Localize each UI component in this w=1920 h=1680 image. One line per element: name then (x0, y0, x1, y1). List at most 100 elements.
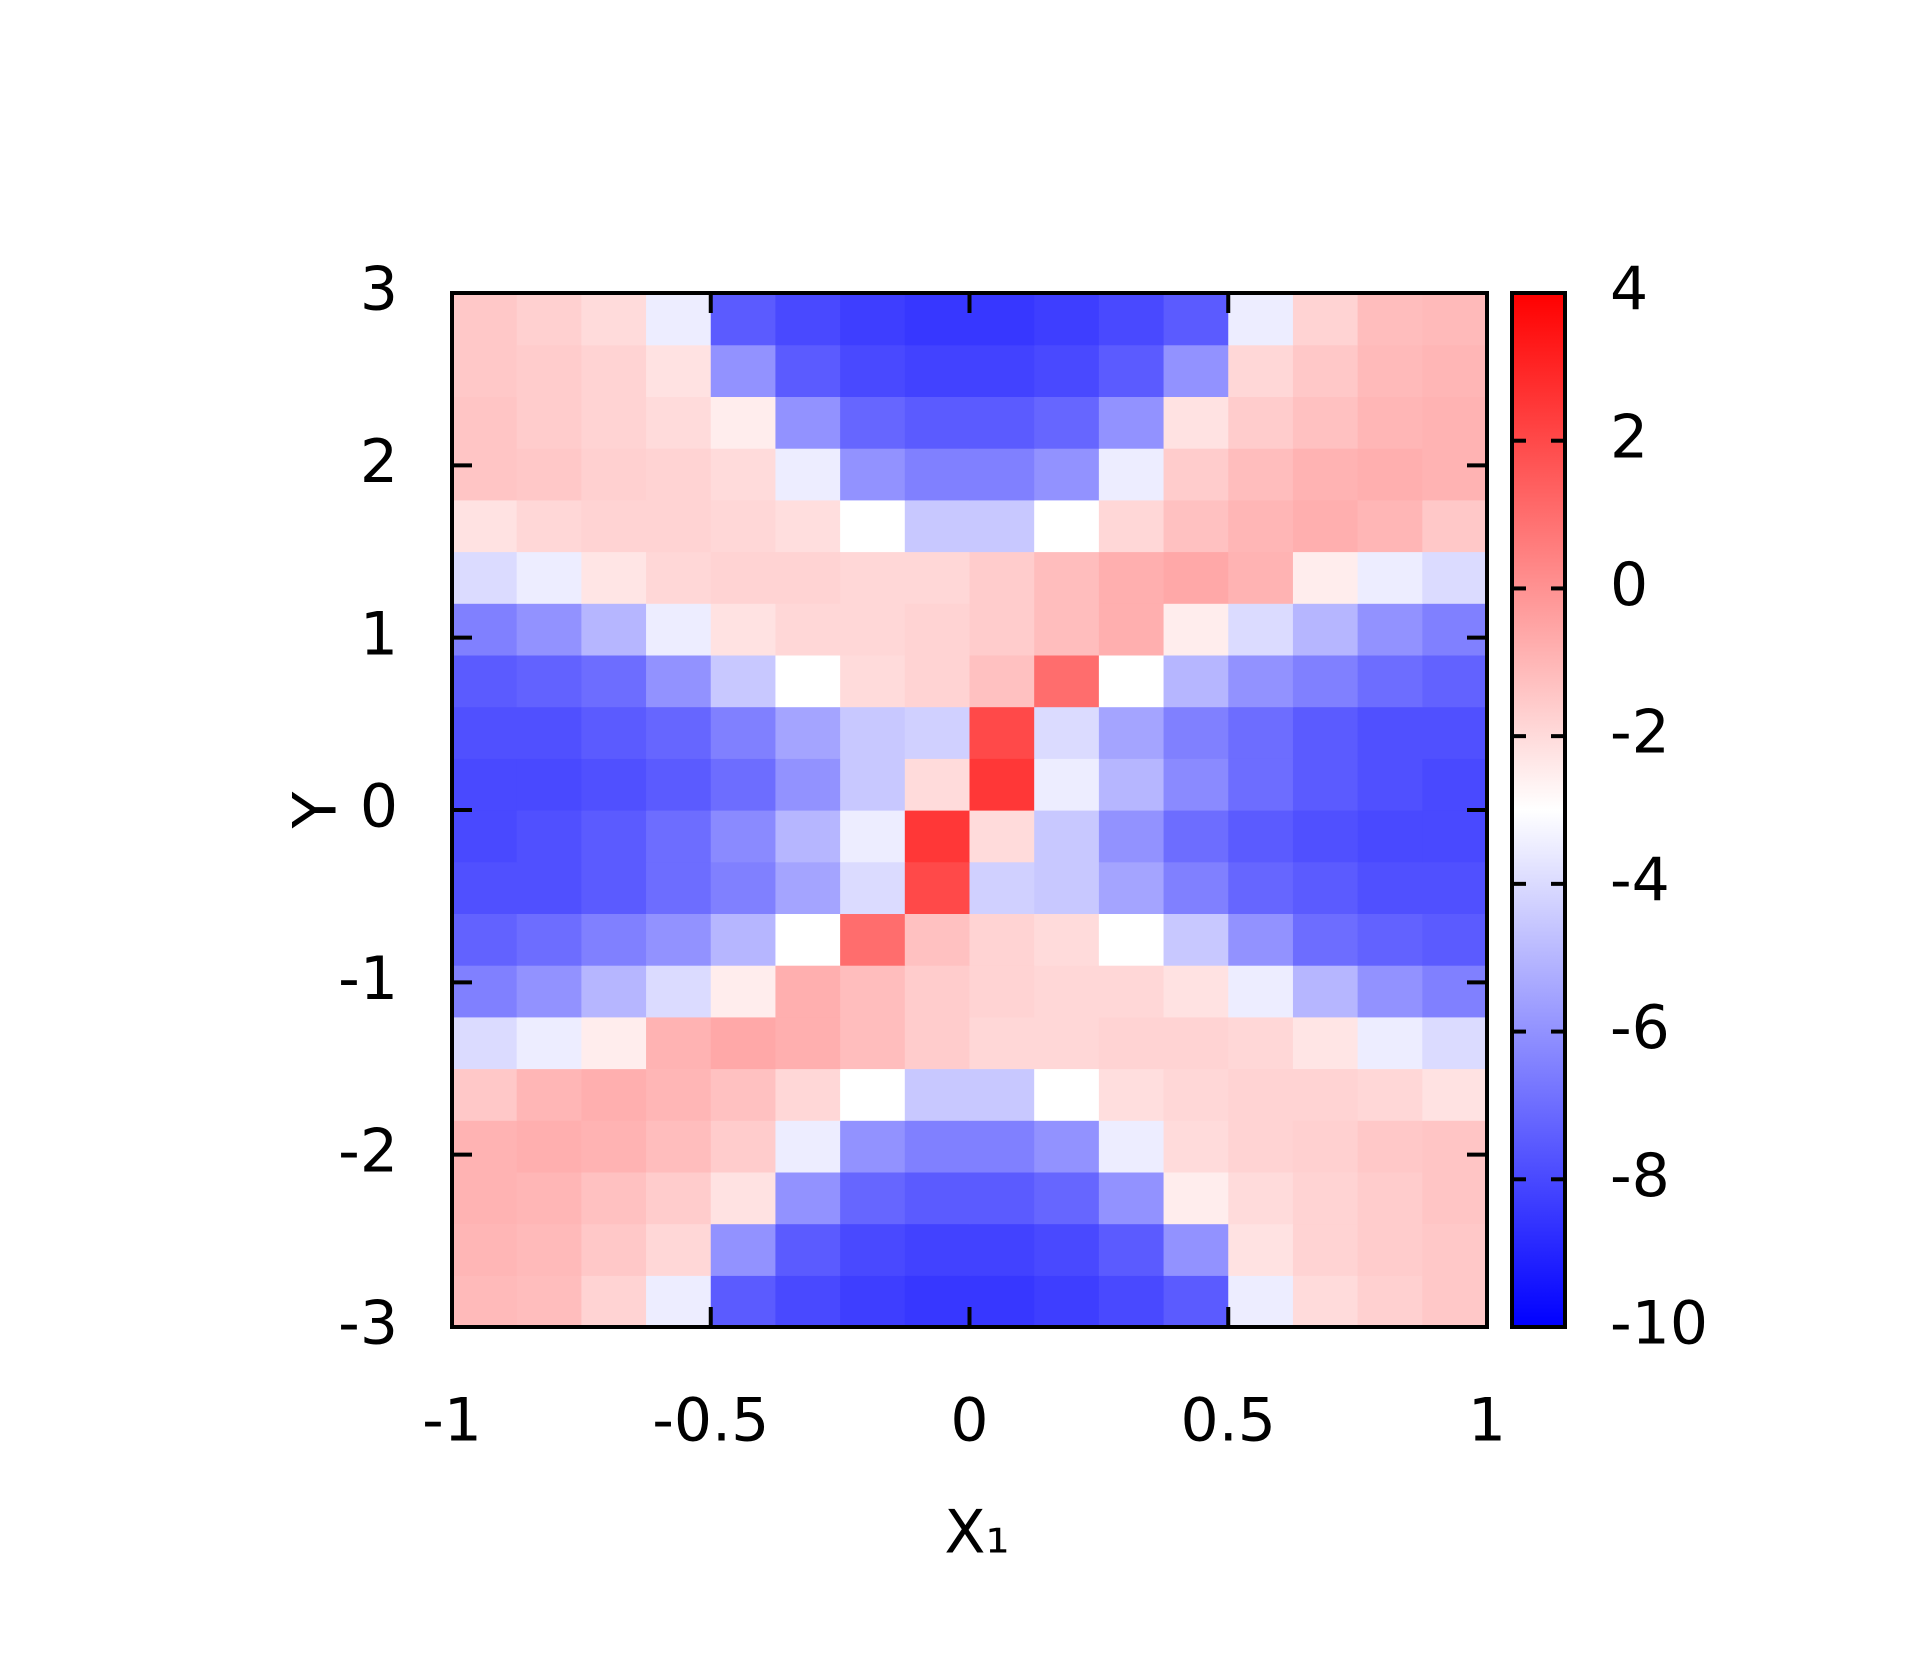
heatmap-cell (1098, 758, 1165, 811)
heatmap-cell (775, 551, 841, 604)
heatmap-cell (1422, 861, 1488, 914)
heatmap-cell (452, 499, 518, 553)
heatmap-cell (1228, 861, 1294, 914)
heatmap-cell (452, 706, 518, 759)
heatmap-cell (1098, 1223, 1165, 1276)
heatmap-cell (904, 1171, 971, 1225)
colorbar-tick-label: -10 (1610, 1289, 1708, 1359)
heatmap-cell (581, 448, 647, 501)
heatmap-cell (1422, 551, 1488, 604)
heatmap-cell (646, 499, 712, 553)
heatmap-cell (646, 1016, 712, 1070)
heatmap-cell (840, 603, 906, 656)
heatmap-cell (710, 293, 777, 346)
heatmap-cell (840, 861, 906, 914)
heatmap-cell (516, 654, 582, 708)
heatmap-cell (969, 293, 1035, 346)
heatmap-cell (840, 706, 906, 759)
heatmap-cell (775, 448, 841, 501)
heatmap-cell (581, 1223, 647, 1276)
heatmap-cell (1292, 1016, 1359, 1070)
heatmap-cell (969, 706, 1035, 759)
heatmap-cell (1292, 1223, 1359, 1276)
heatmap-cell (1292, 706, 1359, 759)
heatmap-cell (1098, 1171, 1165, 1225)
heatmap-cell (969, 913, 1035, 966)
heatmap-cell (969, 551, 1035, 604)
heatmap-cell (452, 965, 518, 1018)
heatmap-cell (1098, 1068, 1165, 1121)
heatmap-cell (1422, 603, 1488, 656)
heatmap-cell (1422, 344, 1488, 397)
heatmap-cell (581, 603, 647, 656)
heatmap-cell (840, 293, 906, 346)
heatmap-cell (1357, 654, 1423, 708)
heatmap-cell (516, 499, 582, 553)
heatmap-cell (1292, 654, 1359, 708)
heatmap-cell (710, 448, 777, 501)
heatmap-cell (581, 706, 647, 759)
heatmap-cell (969, 344, 1035, 397)
heatmap-cell (1357, 344, 1423, 397)
heatmap-cell (969, 396, 1035, 449)
heatmap-cell (1228, 344, 1294, 397)
heatmap-cell (1357, 293, 1423, 346)
heatmap-cell (1228, 965, 1294, 1018)
heatmap-cell (1422, 913, 1488, 966)
heatmap-cell (1163, 448, 1229, 501)
heatmap-cell (646, 706, 712, 759)
heatmap-cell (1422, 1068, 1488, 1121)
heatmap-cell (904, 293, 971, 346)
heatmap-cell (1292, 758, 1359, 811)
heatmap-cell (646, 1171, 712, 1225)
heatmap-cell (1034, 861, 1100, 914)
heatmap-cell (1098, 293, 1165, 346)
heatmap-cell (1422, 654, 1488, 708)
heatmap-cell (1228, 1016, 1294, 1070)
heatmap-cell (710, 913, 777, 966)
heatmap-cell (452, 551, 518, 604)
heatmap-cell (646, 965, 712, 1018)
heatmap-cell (452, 1223, 518, 1276)
heatmap-cell (904, 396, 971, 449)
heatmap-cell (969, 1068, 1035, 1121)
heatmap-cell (1098, 965, 1165, 1018)
heatmap-cell (840, 1120, 906, 1173)
heatmap-cell (904, 706, 971, 759)
x-tick-label: 0 (950, 1386, 988, 1456)
heatmap-cell (1034, 499, 1100, 553)
heatmap-cell (1357, 1120, 1423, 1173)
heatmap-cell (1228, 706, 1294, 759)
heatmap-cell (581, 551, 647, 604)
heatmap-cell (1422, 758, 1488, 811)
heatmap-cell (1228, 654, 1294, 708)
heatmap-cell (581, 810, 647, 863)
heatmap-cell (581, 344, 647, 397)
heatmap-cell (904, 1016, 971, 1070)
heatmap-cell (1357, 448, 1423, 501)
heatmap-cell (969, 654, 1035, 708)
heatmap-cell (646, 344, 712, 397)
heatmap-cell (840, 448, 906, 501)
heatmap-cell (1163, 293, 1229, 346)
heatmap-cell (581, 965, 647, 1018)
heatmap-cell (581, 654, 647, 708)
heatmap-cell (710, 396, 777, 449)
heatmap-cell (1163, 499, 1229, 553)
heatmap-cell (1357, 861, 1423, 914)
heatmap-cell (516, 344, 582, 397)
heatmap-cell (1098, 810, 1165, 863)
heatmap (452, 293, 1488, 1328)
heatmap-cell (1098, 603, 1165, 656)
heatmap-cell (1098, 499, 1165, 553)
heatmap-cell (1292, 396, 1359, 449)
heatmap-cell (1292, 1120, 1359, 1173)
heatmap-cell (1422, 1223, 1488, 1276)
heatmap-cell (516, 810, 582, 863)
heatmap-cell (1163, 551, 1229, 604)
heatmap-cell (1357, 810, 1423, 863)
heatmap-cell (1228, 1120, 1294, 1173)
x-axis-label: X₁ (944, 1498, 1009, 1568)
heatmap-cell (1098, 861, 1165, 914)
heatmap-cell (1292, 1171, 1359, 1225)
